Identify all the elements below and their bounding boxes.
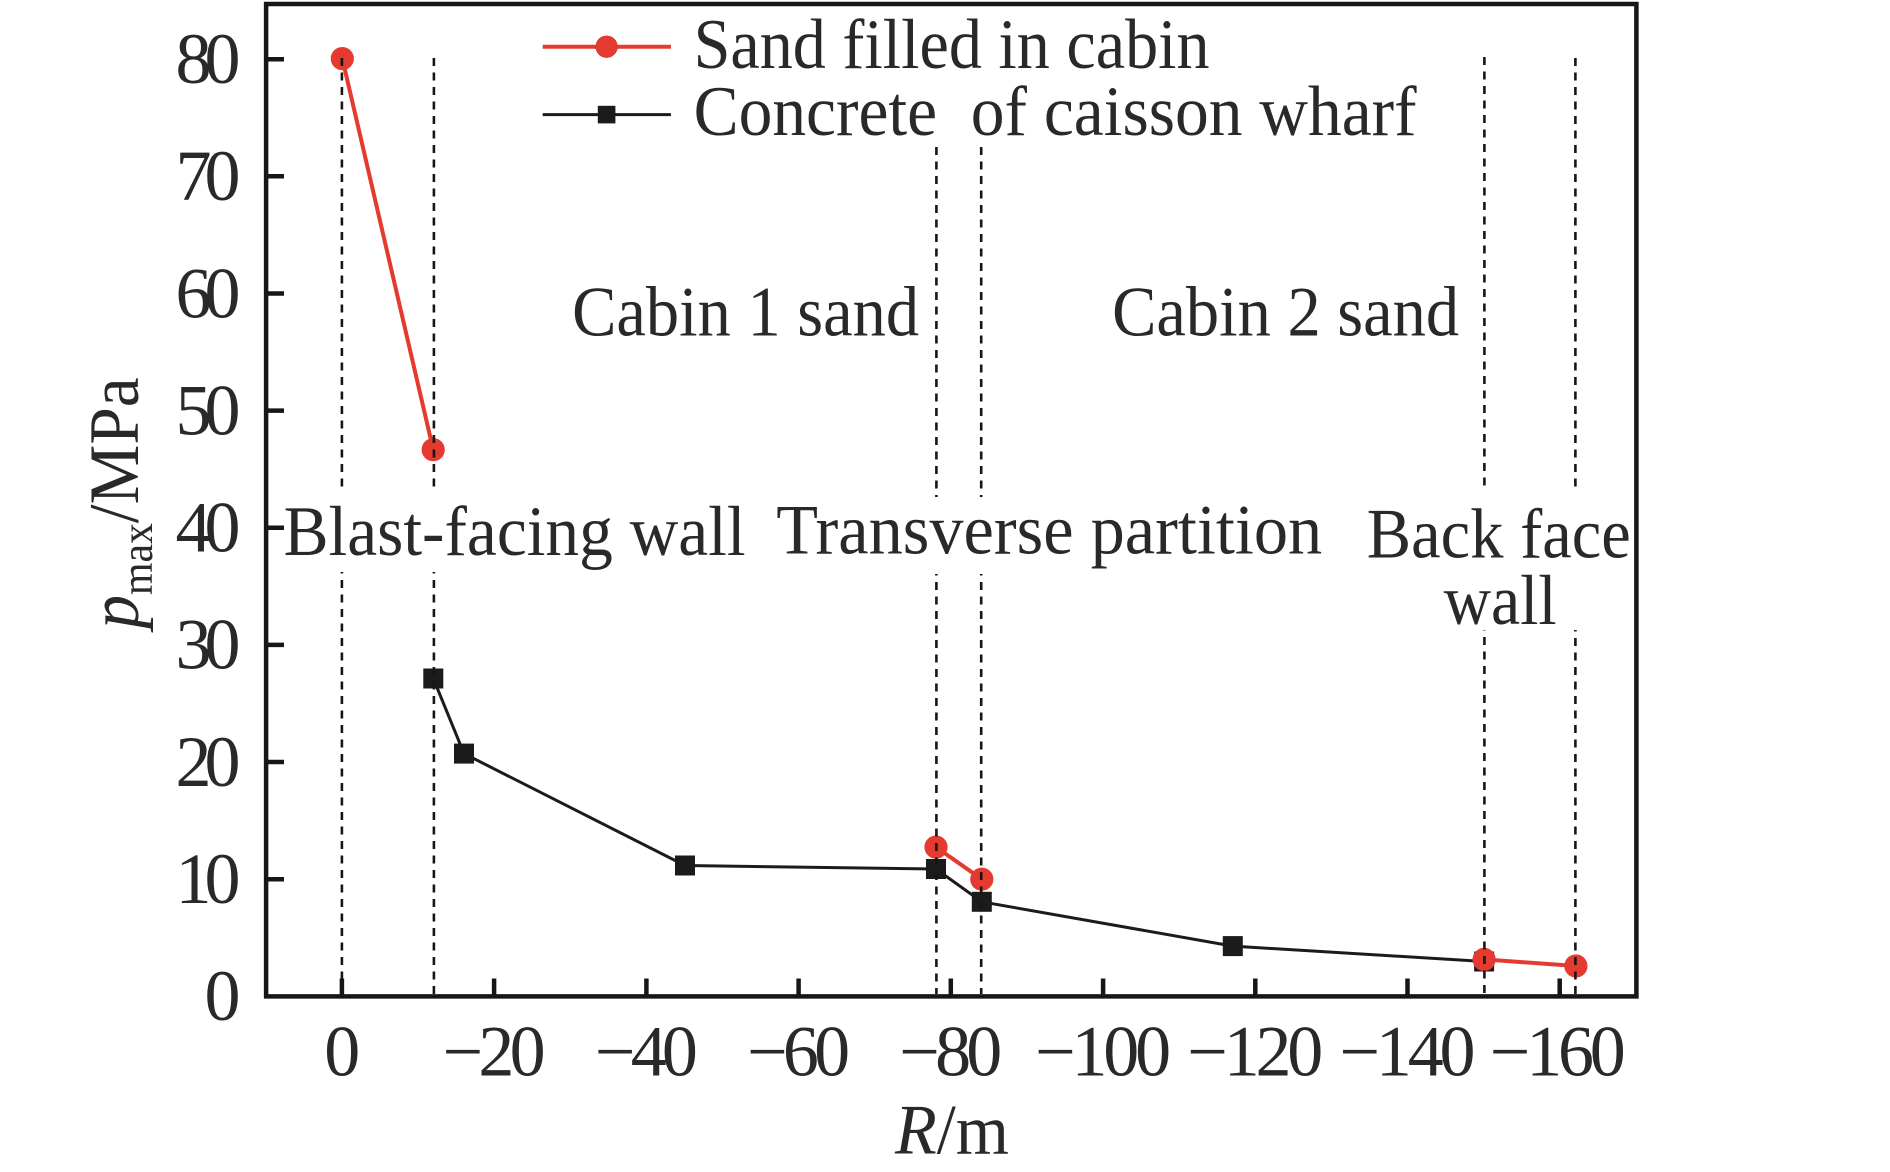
svg-text:0: 0 [324,1011,360,1091]
svg-text:−60: −60 [747,1011,850,1091]
svg-text:40: 40 [176,488,241,568]
svg-text:−120: −120 [1187,1011,1323,1091]
svg-text:70: 70 [176,136,241,216]
svg-text:30: 30 [176,605,241,685]
svg-text:−20: −20 [443,1011,546,1091]
svg-text:50: 50 [176,370,241,450]
svg-text:pmax/MPa: pmax/MPa [74,377,162,633]
svg-text:0: 0 [205,956,241,1036]
svg-text:60: 60 [176,253,241,333]
svg-text:R/m: R/m [894,1091,1009,1169]
svg-text:−100: −100 [1035,1011,1171,1091]
svg-text:10: 10 [176,839,241,919]
svg-text:Blast-facing wall: Blast-facing wall [284,493,746,571]
svg-text:Back face: Back face [1367,495,1631,573]
svg-text:−80: −80 [899,1011,1002,1091]
svg-text:20: 20 [176,722,241,802]
svg-text:−160: −160 [1490,1011,1626,1091]
svg-text:−40: −40 [595,1011,698,1091]
svg-text:−140: −140 [1340,1011,1476,1091]
svg-text:Concrete of caisson wharf: Concrete of caisson wharf [694,73,1417,151]
svg-text:Cabin 2 sand: Cabin 2 sand [1112,274,1459,352]
svg-text:Transverse partition: Transverse partition [776,492,1322,570]
svg-text:80: 80 [176,19,241,99]
svg-text:Cabin 1 sand: Cabin 1 sand [572,274,919,352]
svg-text:Sand filled in cabin: Sand filled in cabin [694,6,1210,84]
svg-text:wall: wall [1444,562,1557,640]
